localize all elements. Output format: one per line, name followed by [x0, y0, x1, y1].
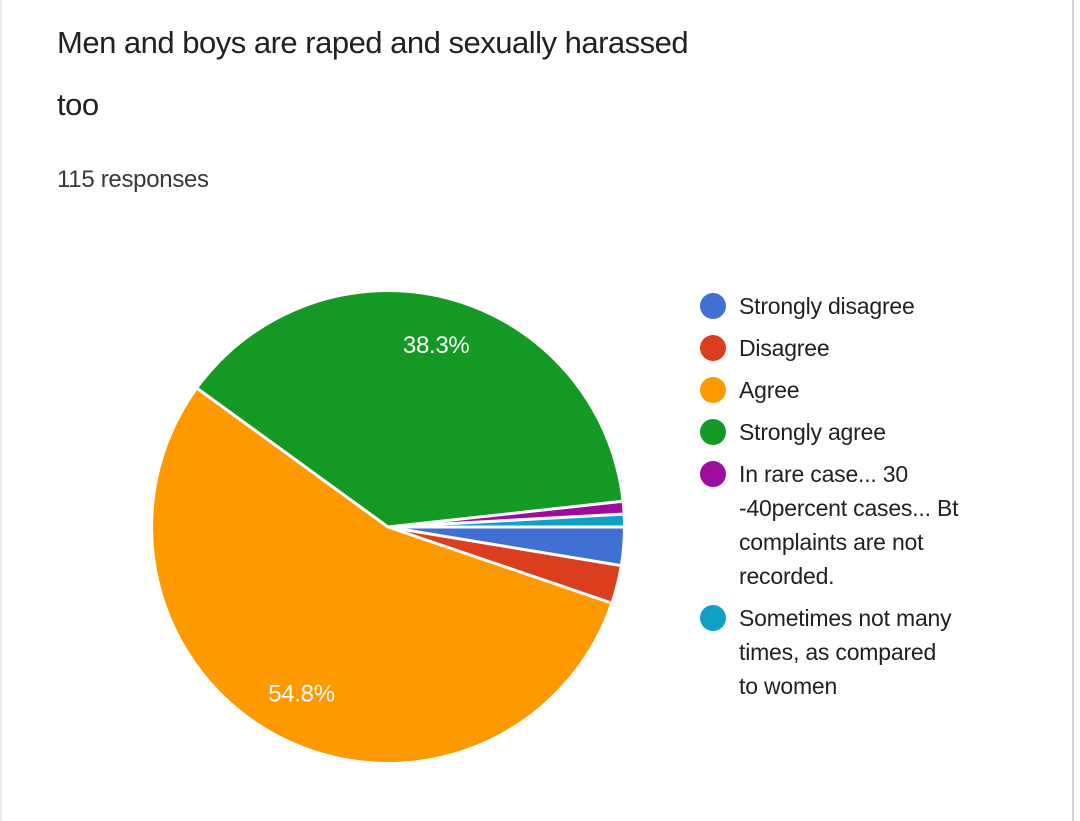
- pie-chart-svg: 54.8% 38.3%: [153, 291, 623, 762]
- legend-item-disagree: Disagree: [700, 331, 958, 365]
- legend-label: Sometimes not many times, as compared to…: [739, 605, 952, 699]
- legend-dot-icon: [700, 293, 726, 319]
- slice-separator: [196, 387, 389, 529]
- card-left-border: [0, 0, 2, 821]
- legend-item-agree: Agree: [700, 373, 958, 407]
- card-right-border: [1072, 0, 1074, 821]
- legend-item-in-rare-case-30-40percent-cases-bt-compl: In rare case... 30 -40percent cases... B…: [700, 457, 959, 593]
- legend-dot-icon: [700, 419, 726, 445]
- pie-slice-agree: [153, 388, 611, 762]
- legend-label: In rare case... 30 -40percent cases... B…: [739, 461, 959, 589]
- legend-item-sometimes-not-many-times-as-compared-to-: Sometimes not many times, as compared to…: [700, 601, 958, 703]
- chart-legend: Strongly disagree Disagree Agree Strongly a…: [700, 289, 959, 703]
- slice-separator: [387, 525, 621, 567]
- pie-slice-strongly-agree: [197, 291, 622, 527]
- slice-separator: [387, 499, 622, 529]
- slice-separator: [387, 525, 611, 605]
- pct-label-agree: 54.8%: [268, 680, 335, 707]
- legend-item-strongly-agree: Strongly agree: [700, 415, 958, 449]
- legend-label: Strongly disagree: [739, 293, 915, 319]
- legend-label: Agree: [739, 377, 800, 403]
- legend-label: Strongly agree: [739, 419, 886, 445]
- legend-dot-icon: [700, 605, 726, 631]
- legend-dot-icon: [700, 461, 726, 487]
- legend-item-strongly-disagree: Strongly disagree: [700, 289, 958, 323]
- legend-dot-icon: [700, 335, 726, 361]
- pie-chart: 54.8% 38.3%: [152, 291, 624, 763]
- question-title: Men and boys are raped and sexually hara…: [57, 25, 689, 122]
- legend-dot-icon: [700, 377, 726, 403]
- slice-separator: [387, 512, 623, 529]
- response-count: 115 responses: [57, 166, 209, 193]
- pct-label-strongly-agree: 38.3%: [403, 332, 470, 359]
- legend-label: Disagree: [739, 335, 830, 361]
